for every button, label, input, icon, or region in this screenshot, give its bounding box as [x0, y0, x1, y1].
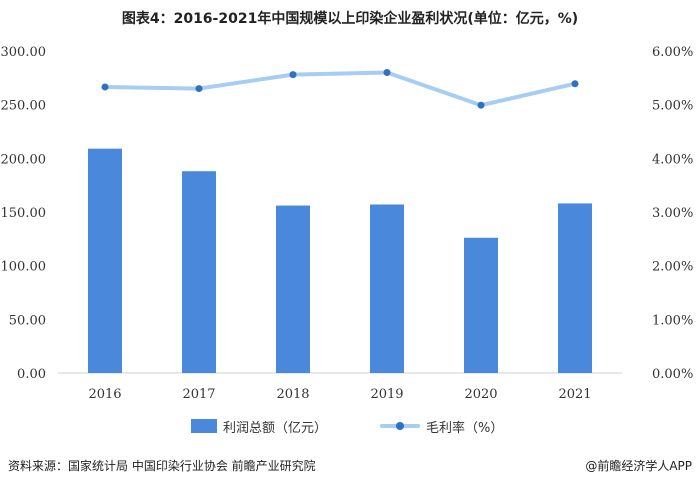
y-right-tick-label: 0.00% — [652, 367, 693, 382]
chart-title: 图表4：2016-2021年中国规模以上印染企业盈利状况(单位：亿元，%) — [121, 11, 579, 27]
y-right-tick-label: 3.00% — [652, 206, 693, 221]
x-tick-label: 2019 — [370, 387, 403, 402]
y-left-tick-label: 100.00 — [1, 260, 47, 275]
y-right-tick-label: 1.00% — [652, 313, 693, 328]
margin-point — [101, 83, 109, 91]
bar — [276, 205, 310, 373]
y-left-tick-label: 0.00 — [17, 367, 46, 382]
y-right-tick-label: 2.00% — [652, 260, 693, 275]
legend: 利润总额（亿元） 毛利率（%） — [0, 414, 700, 438]
margin-line — [103, 70, 577, 108]
legend-bar-swatch — [191, 419, 217, 433]
bar — [182, 171, 216, 373]
margin-point — [383, 68, 391, 76]
legend-label-profit: 利润总额（亿元） — [223, 420, 328, 436]
y-left-tick-label: 150.00 — [1, 206, 47, 221]
margin-point — [571, 80, 579, 88]
bar — [370, 204, 404, 373]
legend-item-margin: 毛利率（%） — [380, 414, 503, 438]
y-left-tick-label: 200.00 — [1, 152, 47, 167]
legend-line-swatch — [380, 419, 420, 433]
y-right-tick-label: 5.00% — [652, 99, 693, 114]
source-note: 资料来源：国家统计局 中国印染行业协会 前瞻产业研究院 — [8, 459, 316, 473]
bar — [464, 237, 498, 373]
y-right-tick-label: 6.00% — [652, 45, 693, 60]
y-left-tick-label: 300.00 — [1, 45, 47, 60]
margin-point — [289, 71, 297, 79]
y-right-tick-label: 4.00% — [652, 152, 693, 167]
x-tick-label: 2018 — [276, 387, 309, 402]
bar — [558, 203, 592, 373]
x-tick-label: 2021 — [558, 387, 591, 402]
y-left-tick-label: 50.00 — [9, 313, 46, 328]
x-tick-label: 2017 — [182, 387, 215, 402]
legend-label-margin: 毛利率（%） — [426, 420, 504, 436]
margin-point — [195, 85, 203, 93]
chart-canvas: 0.0050.00100.00150.00200.00250.00300.00 … — [1, 45, 694, 402]
x-tick-label: 2016 — [88, 387, 121, 402]
margin-point — [477, 101, 485, 109]
bar — [88, 148, 122, 373]
brand-label: @前瞻经济学人APP — [585, 459, 692, 473]
y-left-tick-label: 250.00 — [1, 99, 47, 114]
x-tick-label: 2020 — [464, 387, 497, 402]
legend-item-profit: 利润总额（亿元） — [191, 414, 327, 438]
